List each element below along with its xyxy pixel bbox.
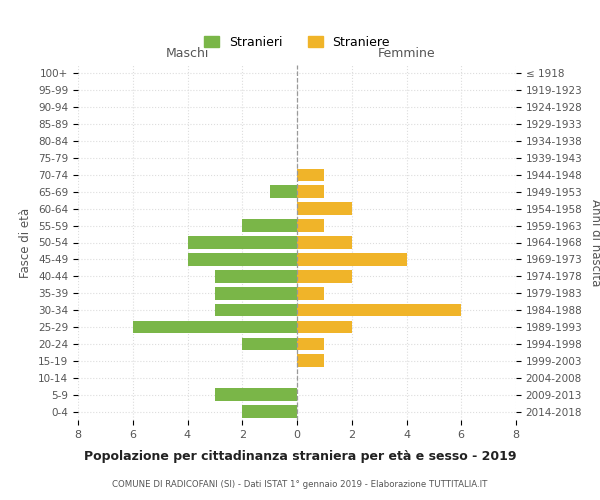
Text: Maschi: Maschi [166, 47, 209, 60]
Bar [297, 202, 352, 215]
Bar [215, 304, 297, 316]
Text: COMUNE DI RADICOFANI (SI) - Dati ISTAT 1° gennaio 2019 - Elaborazione TUTTITALIA: COMUNE DI RADICOFANI (SI) - Dati ISTAT 1… [112, 480, 488, 489]
Bar [297, 304, 461, 316]
Bar [242, 220, 297, 232]
Bar [297, 287, 325, 300]
Bar [187, 236, 297, 249]
Text: Popolazione per cittadinanza straniera per età e sesso - 2019: Popolazione per cittadinanza straniera p… [84, 450, 516, 463]
Bar [297, 320, 352, 334]
Text: Femmine: Femmine [377, 47, 436, 60]
Bar [242, 405, 297, 418]
Bar [215, 270, 297, 282]
Bar [297, 220, 325, 232]
Y-axis label: Fasce di età: Fasce di età [19, 208, 32, 278]
Bar [297, 168, 325, 181]
Bar [297, 253, 407, 266]
Y-axis label: Anni di nascita: Anni di nascita [589, 199, 600, 286]
Bar [269, 186, 297, 198]
Bar [297, 354, 325, 367]
Bar [297, 338, 325, 350]
Bar [215, 388, 297, 401]
Bar [297, 236, 352, 249]
Bar [187, 253, 297, 266]
Bar [133, 320, 297, 334]
Bar [297, 270, 352, 282]
Bar [297, 186, 325, 198]
Bar [215, 287, 297, 300]
Bar [242, 338, 297, 350]
Legend: Stranieri, Straniere: Stranieri, Straniere [204, 36, 390, 49]
